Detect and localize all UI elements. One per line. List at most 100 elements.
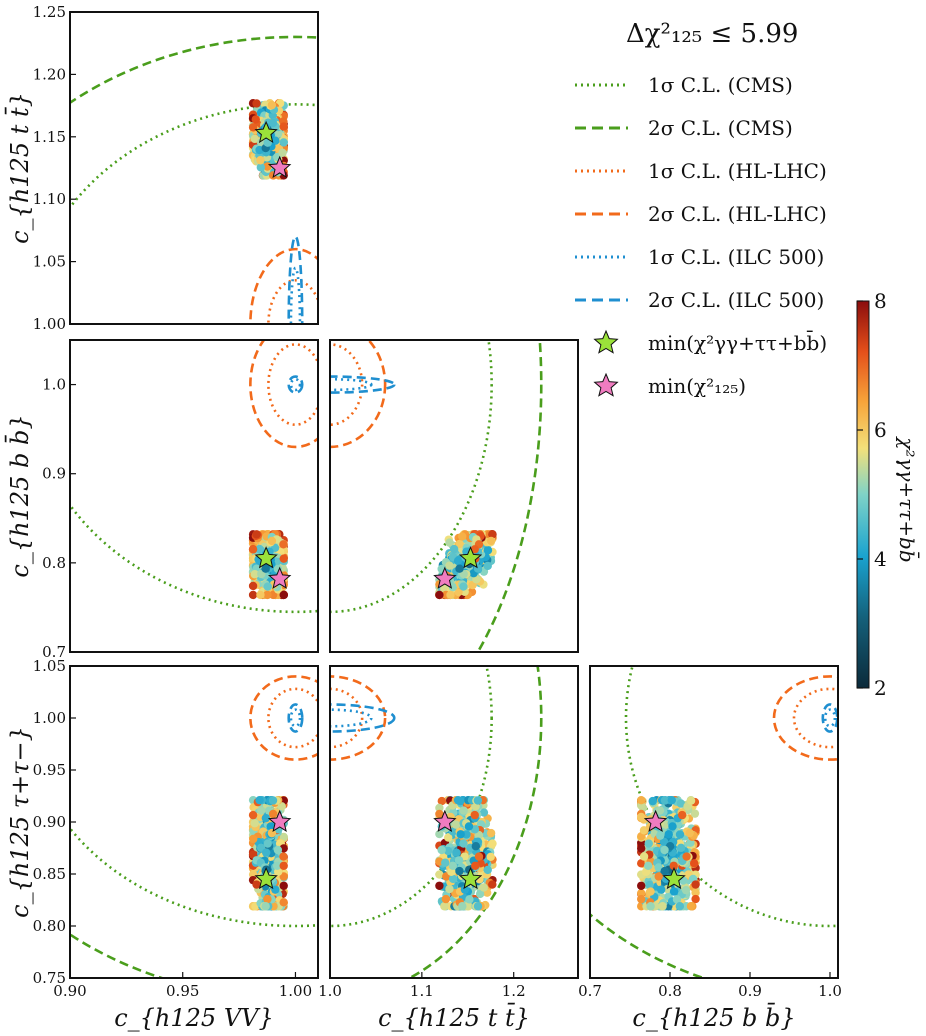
- x-tick-label: 1.1: [410, 982, 434, 1000]
- scan-point: [268, 796, 278, 805]
- legend-label: 2σ C.L. (CMS): [648, 116, 793, 140]
- contour-ilc-500-sigma1: [823, 708, 837, 728]
- scan-point: [691, 894, 700, 904]
- scan-point: [252, 880, 261, 889]
- best-fit-star-chi2-125: [433, 566, 457, 589]
- scan-point: [677, 810, 687, 820]
- scan-point: [470, 810, 479, 820]
- scan-point: [441, 858, 450, 867]
- y-tick-label: 1.05: [33, 657, 66, 675]
- scan-point: [637, 795, 646, 805]
- y-tick-label: 0.8: [42, 554, 66, 572]
- scan-point: [471, 842, 481, 851]
- best-fit-star-chi2-125: [267, 566, 292, 589]
- scan-point: [274, 129, 283, 138]
- scan-point: [686, 902, 696, 911]
- legend-item: 1σ C.L. (CMS): [575, 73, 793, 97]
- y-tick-label: 0.85: [33, 865, 66, 883]
- best-fit-star-chi2-fit: [254, 120, 278, 144]
- scan-point: [486, 828, 496, 838]
- x-tick-label: 1.2: [502, 982, 526, 1000]
- scan-point: [681, 885, 691, 895]
- contour-ilc-500-sigma2: [330, 703, 396, 733]
- y-tick-label: 1.10: [33, 190, 66, 208]
- contour-cms-sigma2: [406, 666, 543, 978]
- y-tick-label: 1.00: [33, 709, 66, 727]
- scan-point: [483, 546, 493, 555]
- scan-point: [435, 803, 444, 813]
- legend-item: 2σ C.L. (CMS): [575, 116, 793, 140]
- scan-point: [256, 163, 266, 172]
- y-tick-label: 0.7: [42, 643, 66, 661]
- y-axis-label: c_{h125 τ+τ−}: [6, 726, 34, 918]
- y-tick-label: 0.80: [33, 917, 66, 935]
- colorbar: 2 4 6 8 χ²γγ+ττ+bb̄: [856, 289, 920, 700]
- scan-point: [668, 822, 677, 831]
- scan-point: [458, 902, 467, 911]
- scan-point: [256, 590, 265, 600]
- panel-VV-tau: 0.75 0.80 0.85 0.90 0.95 1.00 1.05 0.90 0.95 1.00…: [6, 657, 319, 1032]
- scan-point: [637, 889, 646, 898]
- scan-point: [435, 590, 444, 600]
- contour-ilc-500-sigma2: [330, 375, 396, 394]
- scan-point: [251, 115, 260, 124]
- contour-hl-lhc-sigma2: [249, 247, 318, 324]
- scan-point: [272, 861, 282, 870]
- contour-hl-lhc-sigma1: [267, 687, 318, 749]
- panel-tt-tau: 1.0 1.1 1.2 c_{h125 t t̄}: [318, 665, 579, 1032]
- scan-point: [268, 118, 278, 128]
- scan-point: [658, 902, 667, 911]
- scan-point: [256, 156, 265, 165]
- best-fit-star-chi2-125: [267, 809, 292, 832]
- scan-point: [644, 861, 653, 870]
- scan-point: [279, 852, 288, 861]
- legend-item: 2σ C.L. (ILC 500): [575, 288, 824, 312]
- scan-point: [250, 819, 259, 828]
- scan-point: [660, 796, 670, 805]
- scan-point: [437, 845, 446, 855]
- x-tick-label: 1.0: [818, 982, 842, 1000]
- y-tick-label: 1.20: [33, 65, 66, 83]
- scan-point: [250, 570, 259, 579]
- x-axis-label: c_{h125 t t̄}: [378, 1003, 530, 1032]
- panel-VV-tt: 1.00 1.05 1.10 1.15 1.20 1.25 c_{h125 t t̄}: [5, 3, 319, 333]
- y-tick-label: 0.95: [33, 761, 66, 779]
- scan-point: [444, 833, 453, 842]
- panel-VV-bb: 0.7 0.8 0.9 1.0 c_{h125 b b̄}: [5, 339, 319, 661]
- scan-point: [443, 846, 453, 856]
- panel-plot-area: [590, 666, 838, 978]
- scan-point: [261, 902, 270, 911]
- scan-point: [261, 813, 271, 823]
- scan-point: [263, 590, 272, 600]
- y-tick-label: 1.05: [33, 253, 66, 271]
- scan-point: [690, 859, 699, 868]
- scan-point: [483, 561, 492, 571]
- best-fit-star-chi2-125: [643, 809, 668, 832]
- panel-frame: [69, 339, 319, 653]
- scan-point: [448, 861, 458, 870]
- contour-hl-lhc-sigma1: [267, 279, 318, 324]
- scan-point: [455, 539, 464, 549]
- scan-point: [279, 590, 288, 600]
- scan-point: [248, 581, 258, 591]
- scan-point: [646, 902, 655, 911]
- scan-point: [277, 802, 286, 811]
- contour-ilc-500-sigma1: [330, 377, 373, 392]
- legend: Δχ²₁₂₅ ≤ 5.99 1σ C.L. (CMS) 2σ C.L. (CMS)…: [575, 19, 827, 398]
- scan-point: [453, 795, 463, 805]
- scan-point: [249, 834, 258, 844]
- y-axis-label: c_{h125 b b̄}: [5, 414, 34, 577]
- scan-point: [441, 894, 451, 904]
- scan-point: [250, 134, 259, 144]
- scan-point: [459, 582, 468, 591]
- legend-star-marker: [593, 329, 619, 354]
- scan-point: [267, 828, 277, 838]
- scan-point: [454, 856, 464, 865]
- scan-point: [435, 870, 444, 879]
- scan-point: [669, 887, 679, 896]
- contour-hl-lhc-sigma2: [249, 340, 318, 449]
- y-tick-label: 1.25: [33, 3, 66, 21]
- y-tick-label: 1.0: [42, 376, 66, 394]
- x-axis-label: c_{h125 VV}: [114, 1004, 274, 1032]
- scan-point: [267, 100, 277, 110]
